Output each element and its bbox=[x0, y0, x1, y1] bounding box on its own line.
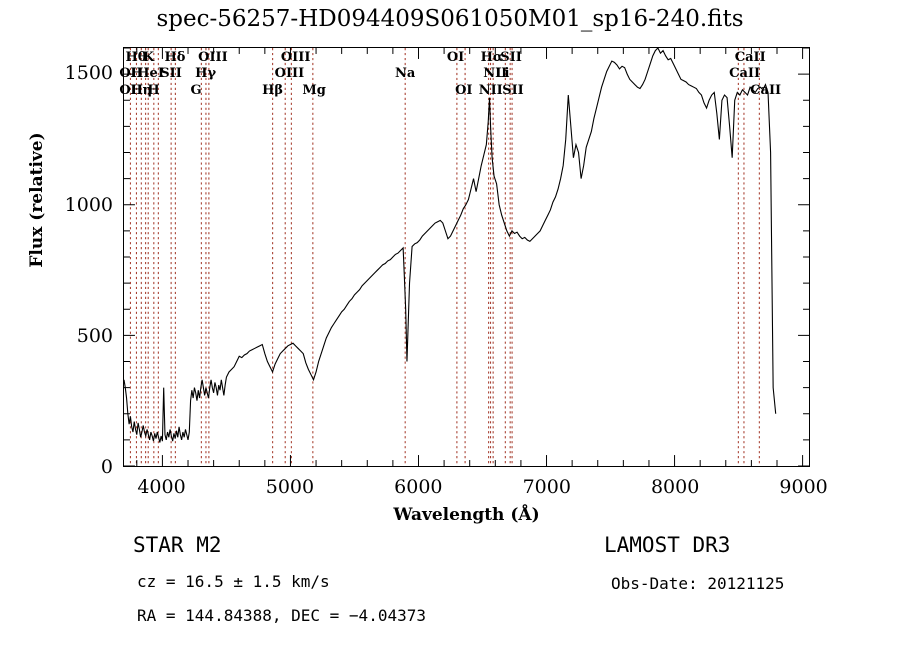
spectral-line-label: Hθ bbox=[125, 50, 147, 65]
spectral-line-label: Hδ bbox=[164, 50, 186, 65]
page-title: spec-56257-HD094409S061050M01_sp16-240.f… bbox=[156, 6, 744, 32]
spectral-line-label: OIII bbox=[274, 66, 305, 81]
coordinates-text: RA = 144.84388, DEC = −4.04373 bbox=[137, 606, 426, 625]
spectral-line-label: OI bbox=[455, 83, 473, 98]
spectral-line-label: CaII bbox=[750, 83, 782, 98]
spectrum-canvas bbox=[124, 48, 809, 466]
spectral-line-label: Li bbox=[495, 66, 510, 81]
spectral-line-label: HeI bbox=[137, 66, 164, 81]
spectral-line-label: CaII bbox=[729, 66, 761, 81]
spectral-line-label: OII bbox=[119, 66, 143, 81]
x-tick-label: 4000 bbox=[137, 476, 186, 498]
flux-curve bbox=[124, 48, 777, 443]
spectral-line-label: Hα bbox=[480, 50, 503, 65]
spectral-line-label: Hβ bbox=[262, 83, 283, 98]
spectral-line-label: Hγ bbox=[195, 66, 217, 81]
spectral-line-label: Hη bbox=[130, 83, 153, 98]
x-tick-label: 5000 bbox=[265, 476, 315, 498]
y-tick-group bbox=[124, 48, 809, 466]
spectral-line-label: Na bbox=[394, 66, 416, 81]
x-tick-label: 8000 bbox=[650, 476, 700, 498]
x-tick-label: 6000 bbox=[394, 476, 443, 498]
y-tick-label: 0 bbox=[100, 456, 113, 478]
x-axis-title: Wavelength (Å) bbox=[393, 505, 540, 525]
spectral-line-label: Mg bbox=[302, 83, 326, 98]
spectrum-plot: Hθ K Hδ OIII OIII OI Hα SII CaII OII H HeI SII Hγ OIII… bbox=[119, 47, 810, 467]
y-tick-label: 1000 bbox=[64, 193, 113, 216]
spectral-line-label: OI bbox=[446, 50, 465, 65]
spectral-line-label: K bbox=[142, 50, 155, 65]
redshift-velocity-text: cz = 16.5 ± 1.5 km/s bbox=[137, 572, 330, 591]
survey-text: LAMOST DR3 bbox=[604, 533, 731, 557]
spectral-line-label: SII bbox=[160, 66, 182, 81]
spectral-line-label: CaII bbox=[734, 50, 766, 65]
object-class-text: STAR M2 bbox=[133, 533, 222, 557]
y-tick-label: 500 bbox=[76, 324, 113, 347]
spectral-line-label: OIII bbox=[280, 50, 311, 65]
obs-date-text: Obs-Date: 20121125 bbox=[611, 574, 785, 593]
x-tick-label: 7000 bbox=[522, 476, 571, 498]
spectral-line-label: G bbox=[190, 83, 202, 98]
spectral-line-label: NII bbox=[478, 83, 503, 98]
spectral-line-label: SII bbox=[500, 50, 522, 65]
spectral-line-label: SII bbox=[502, 83, 524, 98]
y-axis-title: Flux (relative) bbox=[27, 132, 47, 268]
spectral-line-label: OIII bbox=[198, 50, 228, 65]
line-marker-group bbox=[129, 48, 760, 466]
spectral-line-label: OII bbox=[119, 83, 143, 98]
x-tick-group bbox=[136, 48, 804, 466]
spectral-line-label: H bbox=[147, 83, 160, 98]
spectral-line-label: NII bbox=[483, 66, 508, 81]
x-tick-label: 9000 bbox=[779, 476, 828, 498]
y-tick-label: 1500 bbox=[64, 62, 113, 85]
spectral-line-label: H bbox=[130, 66, 143, 81]
